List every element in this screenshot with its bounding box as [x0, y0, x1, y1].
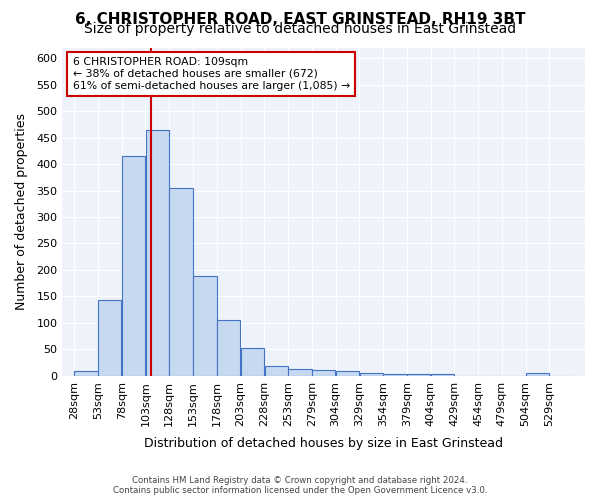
Bar — [217, 320, 240, 376]
Bar — [241, 348, 264, 376]
Bar — [169, 188, 193, 376]
Text: 6 CHRISTOPHER ROAD: 109sqm
← 38% of detached houses are smaller (672)
61% of sem: 6 CHRISTOPHER ROAD: 109sqm ← 38% of deta… — [73, 58, 350, 90]
Y-axis label: Number of detached properties: Number of detached properties — [15, 113, 28, 310]
Bar — [146, 130, 169, 376]
Text: Size of property relative to detached houses in East Grinstead: Size of property relative to detached ho… — [84, 22, 516, 36]
Bar — [312, 370, 335, 376]
Text: Contains HM Land Registry data © Crown copyright and database right 2024.
Contai: Contains HM Land Registry data © Crown c… — [113, 476, 487, 495]
Bar — [288, 369, 311, 376]
Text: 6, CHRISTOPHER ROAD, EAST GRINSTEAD, RH19 3BT: 6, CHRISTOPHER ROAD, EAST GRINSTEAD, RH1… — [75, 12, 525, 26]
Bar — [383, 374, 407, 376]
Bar — [122, 156, 145, 376]
Bar — [74, 370, 98, 376]
Bar — [431, 374, 454, 376]
Bar — [336, 370, 359, 376]
Bar — [98, 300, 121, 376]
Bar — [265, 366, 288, 376]
Bar — [526, 374, 549, 376]
Bar — [407, 374, 430, 376]
Bar — [193, 276, 217, 376]
X-axis label: Distribution of detached houses by size in East Grinstead: Distribution of detached houses by size … — [144, 437, 503, 450]
Bar — [359, 374, 383, 376]
